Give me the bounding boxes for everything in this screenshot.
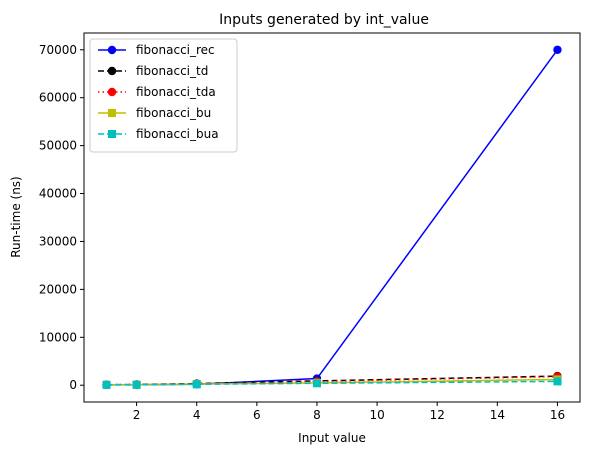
legend-label: fibonacci_tda	[136, 85, 216, 99]
plot-content	[102, 45, 562, 390]
x-tick-label: 12	[430, 408, 445, 422]
x-ticks: 2 4 6 8 10 12 14 16	[133, 402, 565, 422]
y-tick-label: 60000	[39, 91, 77, 105]
series-fibonacci_bua	[102, 377, 562, 389]
x-tick-label: 2	[133, 408, 141, 422]
x-tick-label: 10	[369, 408, 384, 422]
data-point-fibonacci_bua	[132, 380, 141, 389]
data-point-fibonacci_bua	[312, 379, 321, 388]
legend-box	[89, 38, 238, 153]
y-tick-label: 30000	[39, 234, 77, 248]
legend-item-fibonacci_bu: fibonacci_bu	[98, 106, 211, 120]
y-tick-label: 40000	[39, 187, 77, 201]
x-tick-label: 4	[193, 408, 201, 422]
legend-marker	[108, 130, 116, 138]
y-tick-label: 20000	[39, 282, 77, 296]
x-tick-label: 16	[550, 408, 565, 422]
legend-marker	[107, 66, 117, 76]
y-axis-label: Run-time (ns)	[9, 176, 23, 258]
data-point-fibonacci_bua	[553, 377, 562, 386]
y-tick-label: 70000	[39, 43, 77, 57]
x-tick-label: 8	[313, 408, 321, 422]
legend-marker	[107, 45, 117, 55]
legend-item-fibonacci_td: fibonacci_td	[98, 64, 208, 78]
legend-item-fibonacci_rec: fibonacci_rec	[98, 43, 215, 57]
legend-item-fibonacci_tda: fibonacci_tda	[98, 85, 216, 99]
legend-label: fibonacci_bua	[136, 127, 219, 141]
chart-title: Inputs generated by int_value	[219, 12, 429, 28]
legend: fibonacci_rec fibonacci_td fibonacci_tdafi…	[89, 38, 238, 153]
x-tick-label: 6	[253, 408, 261, 422]
series-fibonacci_bu	[102, 375, 562, 389]
legend-item-fibonacci_bua: fibonacci_bua	[98, 127, 219, 141]
data-point-fibonacci_bua	[192, 380, 201, 389]
x-axis-label: Input value	[298, 431, 366, 445]
legend-marker	[108, 109, 116, 117]
y-tick-label: 0	[69, 378, 77, 392]
y-tick-label: 10000	[39, 330, 77, 344]
legend-marker	[107, 87, 117, 97]
y-ticks: 0 10000 20000 30000 40000 50000 60000 70000	[39, 43, 84, 392]
legend-label: fibonacci_rec	[136, 43, 215, 57]
data-point-fibonacci_rec	[553, 45, 562, 54]
x-tick-label: 14	[490, 408, 505, 422]
y-tick-label: 50000	[39, 139, 77, 153]
legend-label: fibonacci_td	[136, 64, 208, 78]
axes-frame	[83, 32, 581, 403]
data-point-fibonacci_bua	[102, 380, 111, 389]
legend-label: fibonacci_bu	[136, 106, 211, 120]
